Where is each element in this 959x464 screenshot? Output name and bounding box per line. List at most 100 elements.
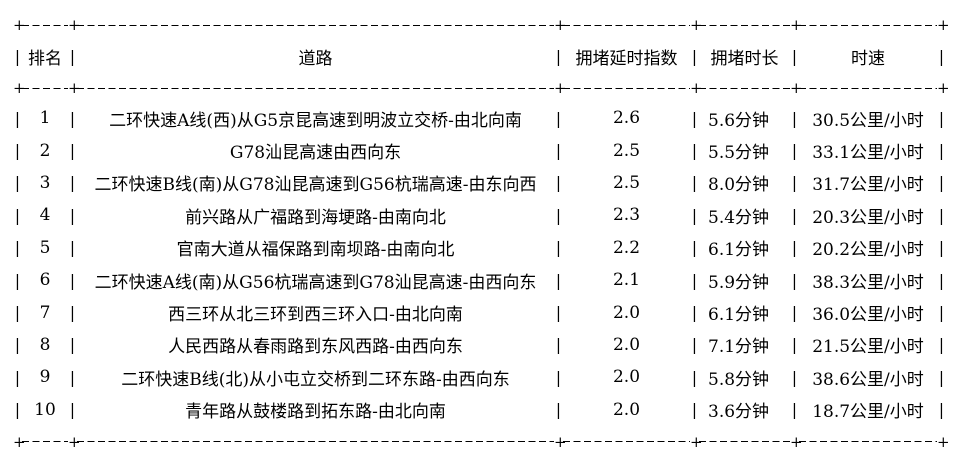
pipe-divider: | bbox=[555, 335, 562, 355]
cell-speed: 38.3公里/小时 bbox=[812, 272, 924, 293]
pipe-divider: | bbox=[555, 270, 562, 290]
cell-congestion-duration: 6.1分钟 bbox=[708, 305, 770, 326]
cell-congestion-duration: 5.5分钟 bbox=[708, 143, 770, 164]
col-header-index: 拥堵延时指数 bbox=[575, 49, 678, 69]
cell-speed: 18.7公里/小时 bbox=[812, 402, 924, 423]
plus-joint: + bbox=[554, 432, 567, 451]
pipe-divider: | bbox=[14, 303, 21, 323]
table-header-row: | 排名 | 道路 | 拥堵延时指数 | 拥堵时长 | 时速 | bbox=[13, 31, 946, 82]
cell-rank: 10 bbox=[34, 399, 56, 420]
pipe-divider: | bbox=[691, 108, 698, 128]
plus-joint: + bbox=[690, 16, 703, 34]
pipe-divider: | bbox=[14, 367, 21, 387]
pipe-divider: | bbox=[14, 335, 21, 355]
dashed-border-segment bbox=[77, 436, 554, 448]
pipe-divider: | bbox=[14, 205, 21, 225]
cell-road: 二环快速B线(北)从小屯立交桥到二环东路-由西向东 bbox=[121, 369, 510, 390]
table-row: | 5 | 官南大道从福保路到南坝路-由南向北 | 2.2 | 6.1分钟 | 20.2公里/小时… bbox=[13, 232, 946, 264]
pipe-divider: | bbox=[791, 400, 798, 420]
cell-speed: 20.2公里/小时 bbox=[812, 240, 924, 261]
table-border-top: + + + + + + bbox=[13, 16, 950, 34]
cell-congestion-duration: 5.4分钟 bbox=[708, 207, 770, 228]
cell-road: 官南大道从福保路到南坝路-由南向北 bbox=[176, 240, 455, 261]
cell-road: 青年路从鼓楼路到拓东路-由北向南 bbox=[185, 402, 446, 423]
plus-joint: + bbox=[68, 432, 81, 451]
pipe-divider: | bbox=[791, 141, 798, 161]
cell-speed: 36.0公里/小时 bbox=[812, 305, 924, 326]
pipe-divider: | bbox=[938, 400, 945, 420]
pipe-divider: | bbox=[938, 238, 945, 258]
pipe-divider: | bbox=[555, 108, 562, 128]
pipe-divider: | bbox=[938, 173, 945, 193]
table-row: | 8 | 人民西路从春雨路到东风西路-由西向东 | 2.0 | 7.1分钟 | 21.5公里/小… bbox=[13, 329, 946, 361]
pipe-divider: | bbox=[69, 335, 76, 355]
plus-joint: + bbox=[13, 16, 26, 34]
pipe-divider: | bbox=[14, 173, 21, 193]
pipe-divider: | bbox=[14, 400, 21, 420]
pipe-divider: | bbox=[555, 141, 562, 161]
pipe-divider: | bbox=[69, 47, 76, 66]
pipe-divider: | bbox=[69, 400, 76, 420]
cell-rank: 7 bbox=[39, 302, 51, 323]
pipe-divider: | bbox=[791, 367, 798, 387]
cell-road: 二环快速B线(南)从G78汕昆高速到G56杭瑞高速-由东向西 bbox=[94, 175, 537, 196]
col-header-rank: 排名 bbox=[28, 49, 62, 69]
dashed-border-segment bbox=[799, 82, 937, 94]
pipe-divider: | bbox=[69, 270, 76, 290]
cell-congestion-index: 2.0 bbox=[612, 367, 641, 388]
cell-rank: 4 bbox=[39, 205, 51, 226]
plus-joint: + bbox=[13, 79, 26, 97]
col-header-speed: 时速 bbox=[851, 49, 885, 69]
plus-joint: + bbox=[68, 16, 81, 34]
plus-joint: + bbox=[937, 16, 950, 34]
pipe-divider: | bbox=[555, 205, 562, 225]
pipe-divider: | bbox=[69, 173, 76, 193]
cell-speed: 33.1公里/小时 bbox=[812, 143, 924, 164]
pipe-divider: | bbox=[691, 303, 698, 323]
plus-joint: + bbox=[790, 79, 803, 97]
cell-road: 前兴路从广福路到海埂路-由南向北 bbox=[185, 207, 446, 228]
cell-rank: 3 bbox=[39, 172, 51, 193]
pipe-divider: | bbox=[938, 47, 945, 66]
pipe-divider: | bbox=[938, 270, 945, 290]
cell-road: 二环快速A线(南)从G56杭瑞高速到G78汕昆高速-由西向东 bbox=[94, 272, 537, 293]
pipe-divider: | bbox=[69, 205, 76, 225]
pipe-divider: | bbox=[938, 335, 945, 355]
cell-congestion-index: 2.1 bbox=[612, 270, 641, 291]
plus-joint: + bbox=[554, 79, 567, 97]
cell-rank: 1 bbox=[39, 108, 51, 129]
cell-speed: 31.7公里/小时 bbox=[812, 175, 924, 196]
cell-congestion-duration: 7.1分钟 bbox=[708, 337, 770, 358]
cell-congestion-duration: 5.8分钟 bbox=[708, 369, 770, 390]
dashed-border-segment bbox=[799, 19, 937, 31]
cell-congestion-index: 2.6 bbox=[612, 108, 641, 129]
cell-speed: 21.5公里/小时 bbox=[812, 337, 924, 358]
table-row: | 4 | 前兴路从广福路到海埂路-由南向北 | 2.3 | 5.4分钟 | 20.3公里/小时 | bbox=[13, 199, 946, 231]
cell-rank: 5 bbox=[39, 237, 51, 258]
pipe-divider: | bbox=[69, 367, 76, 387]
pipe-divider: | bbox=[791, 335, 798, 355]
cell-congestion-index: 2.0 bbox=[612, 399, 641, 420]
dashed-border-segment bbox=[563, 436, 690, 448]
table-row: | 6 | 二环快速A线(南)从G56杭瑞高速到G78汕昆高速-由西向东 | 2.1 | 5.… bbox=[13, 264, 946, 296]
pipe-divider: | bbox=[555, 238, 562, 258]
dashed-border-segment bbox=[699, 19, 790, 31]
cell-rank: 9 bbox=[39, 367, 51, 388]
dashed-border-segment bbox=[699, 82, 790, 94]
plus-joint: + bbox=[13, 432, 26, 451]
pipe-divider: | bbox=[938, 367, 945, 387]
pipe-divider: | bbox=[69, 238, 76, 258]
pipe-divider: | bbox=[791, 303, 798, 323]
plus-joint: + bbox=[690, 79, 703, 97]
table-body: | 1 | 二环快速A线(西)从G5京昆高速到明波立交桥-由北向南 | 2.6 | 5.6分钟… bbox=[13, 94, 946, 436]
table-border-header-separator: + + + + + + bbox=[13, 79, 950, 97]
dashed-border-segment bbox=[22, 19, 68, 31]
pipe-divider: | bbox=[69, 141, 76, 161]
pipe-divider: | bbox=[791, 270, 798, 290]
pipe-divider: | bbox=[14, 270, 21, 290]
pipe-divider: | bbox=[691, 205, 698, 225]
pipe-divider: | bbox=[14, 47, 21, 66]
cell-rank: 6 bbox=[39, 270, 51, 291]
dashed-border-segment bbox=[799, 436, 937, 448]
